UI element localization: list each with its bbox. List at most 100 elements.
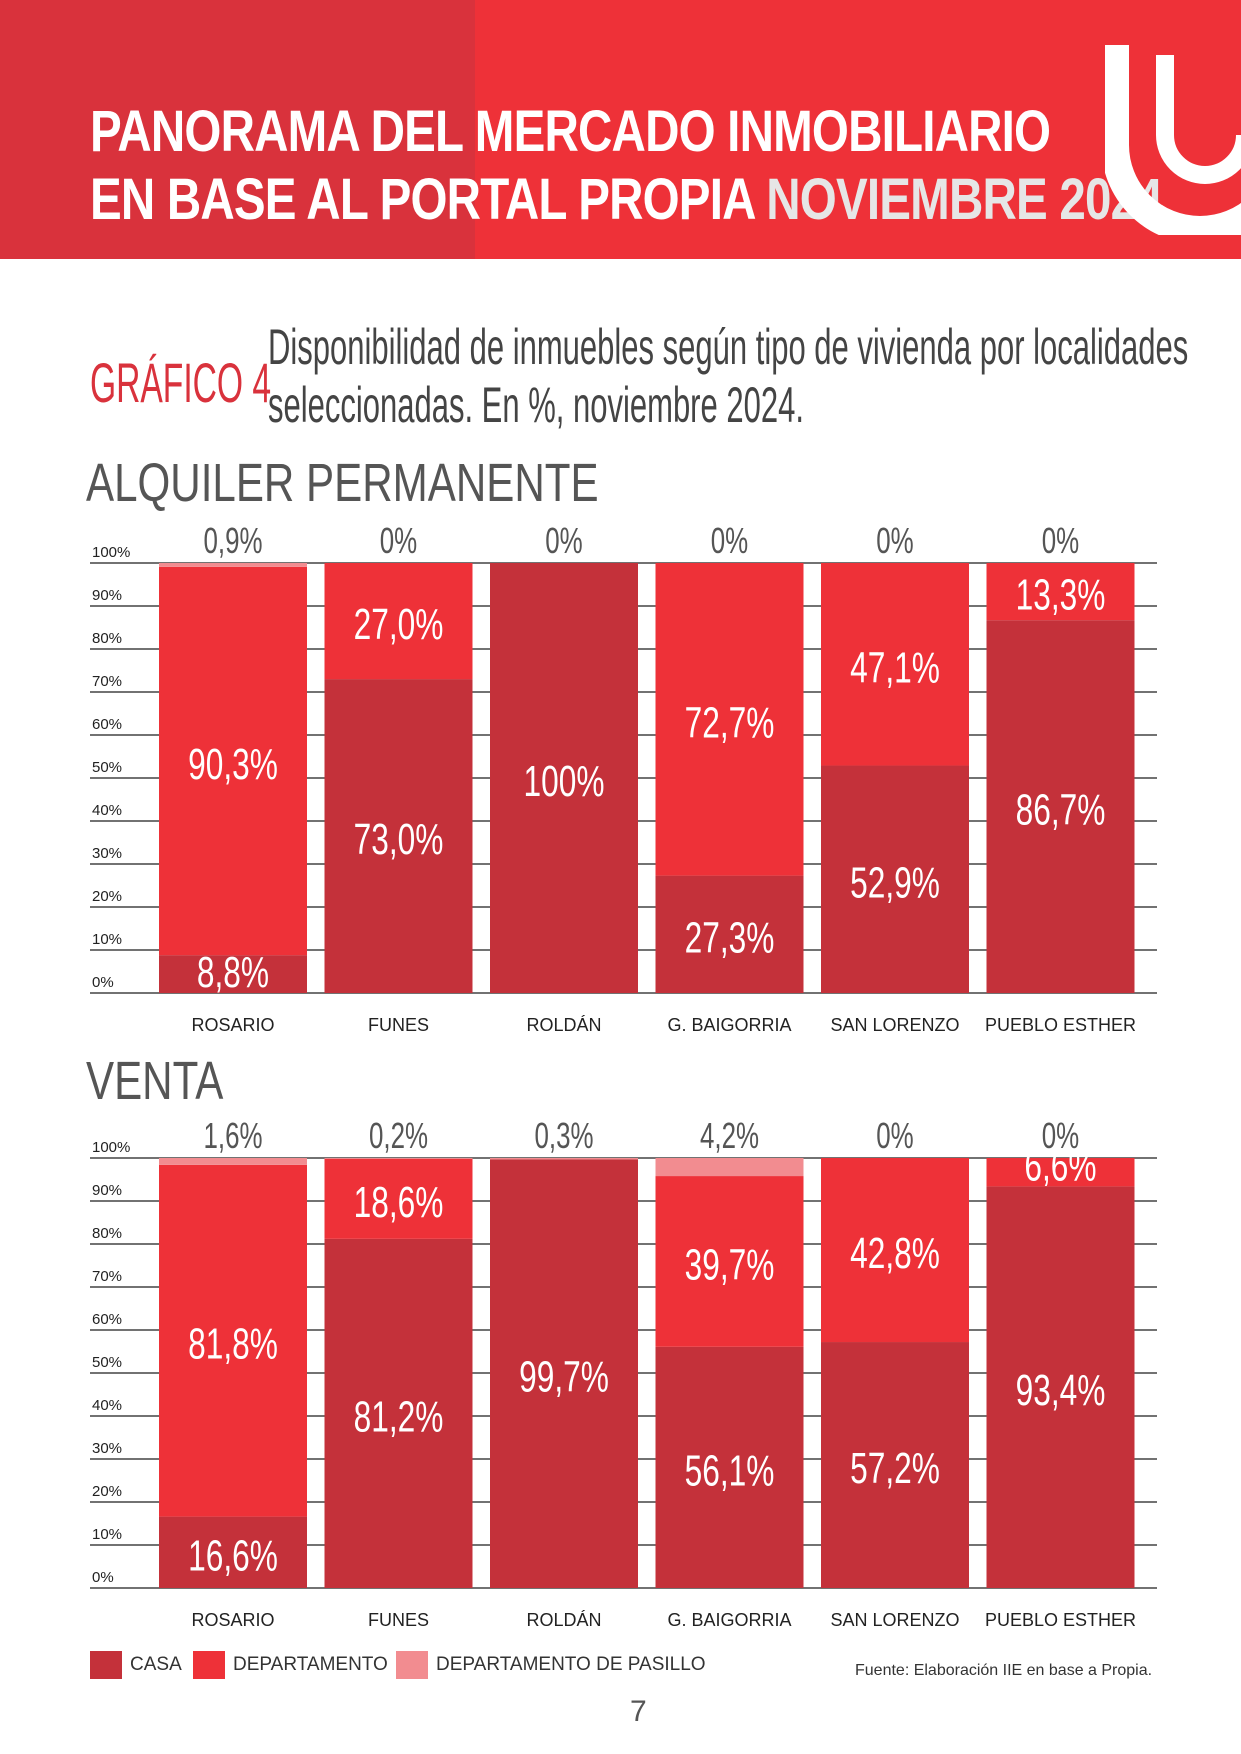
chart-alquiler: 100% 90% 80% 70% 60% 50% 40% 30% 20% 10% 0% 8,8% 90,… (90, 521, 1157, 1035)
legend-swatch-departamento (193, 1651, 225, 1679)
title-line-2-text: EN BASE AL PORTAL PROPIA (90, 167, 755, 232)
x-tick-label: PUEBLO ESTHER (985, 1610, 1136, 1630)
bar-pasillo (655, 1158, 804, 1177)
bar-departamento (821, 1158, 969, 1343)
chart-venta: 100% 90% 80% 70% 60% 50% 40% 30% 20% 10% 0% 16,6% 81… (90, 1116, 1157, 1630)
data-label: 42,8% (850, 1229, 940, 1278)
pasillo-label: 0% (876, 1116, 913, 1156)
chart-number: GRÁFICO 4 (90, 351, 272, 414)
page-number: 7 (630, 1695, 647, 1728)
y-tick-label: 100% (92, 1139, 130, 1156)
data-label: 93,4% (1016, 1366, 1106, 1415)
data-label: 72,7% (685, 698, 775, 747)
x-tick-label: G. BAIGORRIA (667, 1015, 791, 1035)
y-tick-label: 90% (92, 1182, 122, 1199)
data-label: 6,6% (1024, 1141, 1096, 1190)
pasillo-label: 0,9% (203, 521, 262, 561)
pasillo-label: 0% (711, 521, 748, 561)
y-tick-label: 70% (92, 673, 122, 690)
pasillo-label: 0% (1042, 1116, 1079, 1156)
legend-label-casa: CASA (130, 1654, 182, 1675)
data-label: 27,0% (354, 600, 444, 649)
bar-casa (655, 875, 804, 993)
bar-departamento (655, 563, 804, 876)
y-tick-label: 0% (92, 1569, 114, 1586)
title-highlight: NOVIEMBRE 2024 (766, 167, 1162, 232)
data-label: 90,3% (188, 740, 278, 789)
y-tick-label: 40% (92, 1397, 122, 1414)
pasillo-label: 4,2% (700, 1116, 759, 1156)
y-tick-label: 80% (92, 630, 122, 647)
data-label: 57,2% (850, 1444, 940, 1493)
y-tick-label: 10% (92, 931, 122, 948)
bar-pasillo (324, 1158, 473, 1159)
section-title-venta: VENTA (86, 1051, 224, 1111)
y-tick-label: 50% (92, 759, 122, 776)
bar-pasillo (490, 1158, 638, 1160)
bar-casa (324, 1238, 473, 1588)
bar-casa (159, 955, 307, 993)
x-tick-label: ROSARIO (191, 1610, 274, 1630)
legend-label-departamento: DEPARTAMENTO (233, 1654, 388, 1675)
x-tick-label: ROSARIO (191, 1015, 274, 1035)
subtitle-line-1: Disponibilidad de inmuebles según tipo d… (268, 319, 1189, 375)
title-line-2: EN BASE AL PORTAL PROPIA NOVIEMBRE 2024 (90, 166, 1163, 234)
data-label: 81,8% (188, 1320, 278, 1369)
x-tick-label: PUEBLO ESTHER (985, 1015, 1136, 1035)
data-label: 73,0% (354, 815, 444, 864)
chart-subtitle: Disponibilidad de inmuebles según tipo d… (268, 318, 1188, 434)
data-label: 47,1% (850, 643, 940, 692)
x-tick-label: FUNES (368, 1015, 429, 1035)
x-tick-label: ROLDÁN (526, 1610, 601, 1630)
data-label: 27,3% (685, 913, 775, 962)
x-tick-label: SAN LORENZO (830, 1610, 959, 1630)
section-title-alquiler: ALQUILER PERMANENTE (86, 453, 599, 513)
pasillo-label: 0% (380, 521, 417, 561)
source-note: Fuente: Elaboración IIE en base a Propia… (855, 1662, 1153, 1679)
pasillo-label: 0% (876, 521, 913, 561)
pasillo-label: 0% (545, 521, 582, 561)
y-tick-label: 80% (92, 1225, 122, 1242)
y-tick-label: 40% (92, 802, 122, 819)
legend-swatch-casa (90, 1651, 122, 1679)
y-tick-label: 10% (92, 1526, 122, 1543)
y-tick-label: 30% (92, 1440, 122, 1457)
data-label: 8,8% (197, 948, 269, 997)
data-label: 16,6% (188, 1531, 278, 1580)
bar-casa (821, 765, 969, 993)
y-tick-label: 70% (92, 1268, 122, 1285)
y-tick-label: 50% (92, 1354, 122, 1371)
bar-departamento (655, 1176, 804, 1347)
bar-casa (821, 1342, 969, 1588)
y-tick-label: 100% (92, 544, 130, 561)
data-label: 81,2% (354, 1392, 444, 1441)
bar-casa (655, 1346, 804, 1588)
data-label: 99,7% (519, 1353, 609, 1402)
data-label: 39,7% (685, 1240, 775, 1289)
bar-departamento (986, 1158, 1135, 1187)
x-tick-label: ROLDÁN (526, 1015, 601, 1035)
pasillo-label: 0% (1042, 521, 1079, 561)
data-label: 56,1% (685, 1446, 775, 1495)
x-tick-label: SAN LORENZO (830, 1015, 959, 1035)
bar-departamento (986, 563, 1135, 621)
title-line-1: PANORAMA DEL MERCADO INMOBILIARIO (90, 99, 1051, 164)
bar-pasillo (159, 563, 307, 567)
x-tick-label: FUNES (368, 1610, 429, 1630)
bar-departamento (821, 563, 969, 766)
bar-casa (324, 679, 473, 993)
y-tick-label: 90% (92, 587, 122, 604)
subtitle-line-2: seleccionadas. En %, noviembre 2024. (268, 377, 804, 433)
legend-item-departamento: DEPARTAMENTO (193, 1651, 388, 1679)
data-label: 13,3% (1016, 571, 1106, 620)
y-tick-label: 30% (92, 845, 122, 862)
y-tick-label: 20% (92, 888, 122, 905)
legend-item-casa: CASA (90, 1651, 182, 1679)
header-left-block (0, 0, 475, 259)
bar-casa (490, 1159, 638, 1588)
bar-departamento (324, 1158, 473, 1239)
data-label: 86,7% (1016, 786, 1106, 835)
pasillo-label: 0,3% (534, 1116, 593, 1156)
pasillo-label: 1,6% (203, 1116, 262, 1156)
y-tick-label: 60% (92, 1311, 122, 1328)
